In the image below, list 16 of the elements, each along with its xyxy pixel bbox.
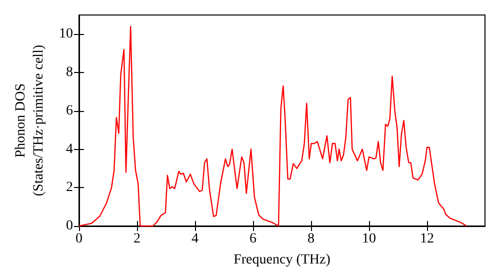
line-series: [78, 26, 468, 227]
y-tick-label: 2: [66, 180, 73, 196]
y-tick-label: 8: [66, 65, 73, 80]
y-tick-label: 6: [66, 103, 73, 118]
y-axis-title: Phonon DOS (States/THz·primitive cell): [14, 44, 47, 196]
x-tick-label: 12: [420, 232, 434, 246]
x-tick-label: 6: [250, 232, 256, 246]
y-tick-label: 4: [66, 142, 73, 157]
x-tick-label: 10: [362, 232, 376, 246]
y-tick-label: 0: [66, 218, 73, 234]
x-axis-title: Frequency (THz): [234, 252, 331, 268]
y-tick-label: 10: [59, 26, 73, 42]
x-tick-label: 8: [308, 232, 314, 246]
x-tick-label: 2: [134, 232, 140, 246]
x-tick-label: 0: [76, 232, 82, 246]
x-tick-label: 4: [192, 232, 198, 246]
